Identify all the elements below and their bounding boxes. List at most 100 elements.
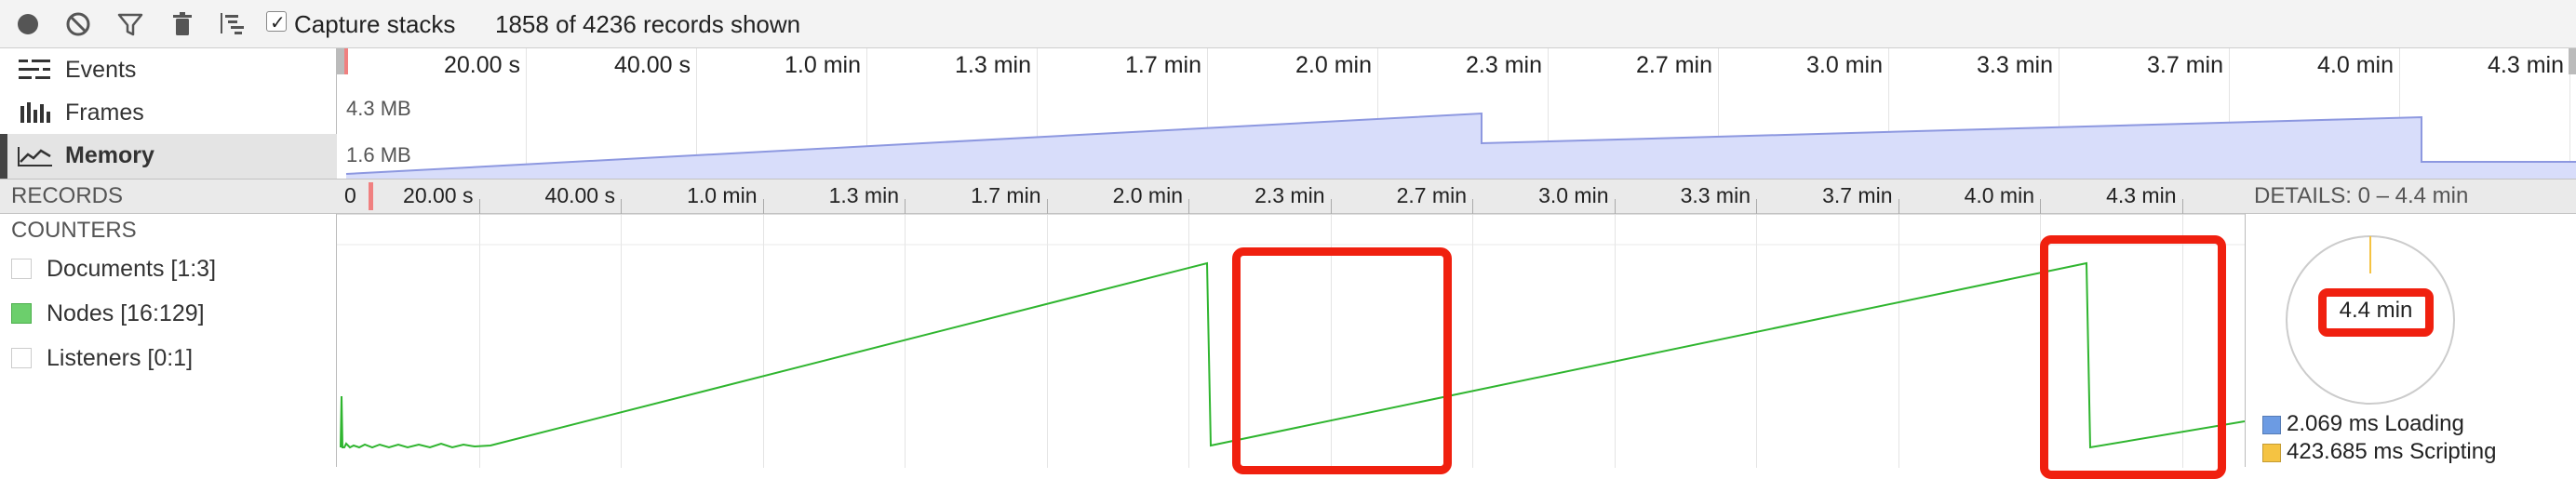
records-title: RECORDS — [11, 183, 124, 208]
grid-line — [696, 48, 697, 179]
counters-title: COUNTERS — [11, 218, 137, 243]
memory-overview-graph — [337, 48, 2576, 179]
events-icon — [19, 60, 50, 79]
grid-line — [478, 215, 480, 468]
grid-line — [1188, 215, 1189, 468]
legend-text: 423.685 ms Scripting — [2287, 439, 2497, 464]
time-tick-label: 1.0 min — [785, 52, 861, 78]
ruler-tick-label: 20.00 s — [403, 183, 474, 207]
grid-line — [621, 215, 622, 468]
overview-item-label: Memory — [65, 142, 154, 168]
memory-icon — [18, 147, 52, 166]
ruler-tick-label: 3.7 min — [1822, 183, 1893, 207]
annotation-box-2 — [2040, 235, 2226, 479]
overview-sidebar: Events Frames Memory — [0, 48, 337, 179]
timeline-toolbar: ✓ Capture stacks 1858 of 4236 records sh… — [0, 0, 2576, 48]
overview-item-label: Frames — [65, 100, 144, 126]
frames-icon — [20, 102, 50, 123]
filter-icon[interactable] — [115, 9, 145, 39]
time-tick-label: 1.7 min — [1125, 52, 1201, 78]
memory-line — [345, 112, 2576, 175]
counter-label: Documents [1:3] — [47, 256, 217, 282]
grid-line — [762, 215, 764, 468]
memory-min-label: 1.6 MB — [346, 143, 411, 166]
clear-icon[interactable] — [63, 9, 93, 39]
grid-line — [1614, 215, 1616, 468]
counter-graph[interactable] — [337, 214, 2245, 479]
record-icon[interactable] — [13, 9, 43, 39]
records-status: 1858 of 4236 records shown — [495, 10, 801, 38]
ruler-start-label: 0 — [344, 183, 356, 207]
legend-text: 2.069 ms Loading — [2287, 411, 2464, 436]
flame-chart-icon[interactable] — [218, 9, 248, 39]
ruler-tick — [1046, 199, 1048, 214]
overview-left-marker — [344, 48, 348, 74]
time-tick-label: 4.0 min — [2317, 52, 2394, 78]
nodes-line — [340, 261, 2245, 449]
ruler-tick-label: 1.0 min — [687, 183, 758, 207]
nodes-graph — [337, 244, 2245, 449]
ruler-tick-label: 3.0 min — [1538, 183, 1609, 207]
grid-line — [2399, 48, 2400, 179]
ruler-tick-label: 3.3 min — [1680, 183, 1751, 207]
grid-line — [1377, 48, 1378, 179]
ruler-marker — [369, 182, 373, 210]
ruler-tick — [1330, 199, 1332, 214]
grid-line — [2229, 48, 2230, 179]
overview-item-memory[interactable]: Memory — [0, 134, 337, 179]
time-tick-label: 20.00 s — [443, 52, 520, 78]
details-title: DETAILS: 0 – 4.4 min — [2254, 183, 2469, 208]
ruler-tick-label: 40.00 s — [544, 183, 615, 207]
ruler-tick-label: 1.7 min — [971, 183, 1041, 207]
memory-max-label: 4.3 MB — [346, 97, 411, 120]
details-panel: 4.4 min 2.069 ms Loading 423.685 ms Scri… — [2245, 214, 2576, 467]
ruler-tick-label: 2.0 min — [1112, 183, 1183, 207]
overview-timeline[interactable]: 4.3 MB 1.6 MB 20.00 s 40.00 s 1.0 min 1.3 m… — [337, 48, 2576, 179]
ruler-tick-label: 2.3 min — [1254, 183, 1325, 207]
grid-line — [866, 48, 867, 179]
grid-line — [1756, 215, 1757, 468]
ruler-tick — [1472, 199, 1473, 214]
capture-stacks-checkbox[interactable]: ✓ — [266, 11, 287, 33]
time-tick-label: 3.0 min — [1806, 52, 1883, 78]
overview-item-events[interactable]: Events — [0, 48, 337, 91]
counter-checkbox[interactable] — [11, 259, 32, 279]
legend-swatch — [2262, 443, 2281, 462]
legend-loading: 2.069 ms Loading — [2262, 411, 2464, 437]
grid-line — [1718, 48, 1719, 179]
time-tick-label: 2.0 min — [1295, 52, 1372, 78]
overview-left-handle[interactable] — [337, 48, 344, 74]
grid-line — [526, 48, 527, 179]
grid-line — [1898, 215, 1899, 468]
grid-line — [1548, 48, 1549, 179]
ruler-tick — [905, 199, 906, 214]
grid-line — [1888, 48, 1889, 179]
overview-item-label: Events — [65, 57, 137, 83]
counter-label: Nodes [16:129] — [47, 300, 205, 326]
annotation-box-1 — [1232, 247, 1452, 474]
ruler-tick — [2040, 199, 2041, 214]
counter-checkbox[interactable] — [11, 348, 32, 368]
ruler-tick — [1614, 199, 1616, 214]
grid-line — [2181, 215, 2183, 468]
garbage-collect-icon[interactable] — [168, 9, 197, 39]
ruler-tick-label: 2.7 min — [1396, 183, 1467, 207]
grid-line — [1330, 215, 1332, 468]
legend-scripting: 423.685 ms Scripting — [2262, 439, 2496, 465]
time-tick-label: 2.7 min — [1636, 52, 1712, 78]
time-tick-label: 3.7 min — [2147, 52, 2223, 78]
records-ruler: 0 20.00 s 40.00 s 1.0 min 1.3 min 1.7 min 2.0… — [337, 179, 2245, 214]
grid-line — [1037, 48, 1038, 179]
counter-checkbox[interactable] — [11, 303, 32, 324]
overview-item-frames[interactable]: Frames — [0, 91, 337, 134]
overview-right-handle[interactable] — [2569, 48, 2576, 74]
grid-line — [2569, 48, 2570, 179]
ruler-tick-label: 4.0 min — [1964, 183, 2034, 207]
ruler-tick-label: 4.3 min — [2106, 183, 2177, 207]
time-tick-label: 40.00 s — [613, 52, 691, 78]
check-icon: ✓ — [270, 13, 286, 33]
time-tick-label: 1.3 min — [955, 52, 1031, 78]
ruler-tick — [1756, 199, 1757, 214]
capture-stacks-label: Capture stacks — [294, 10, 456, 38]
grid-line — [1472, 215, 1473, 468]
